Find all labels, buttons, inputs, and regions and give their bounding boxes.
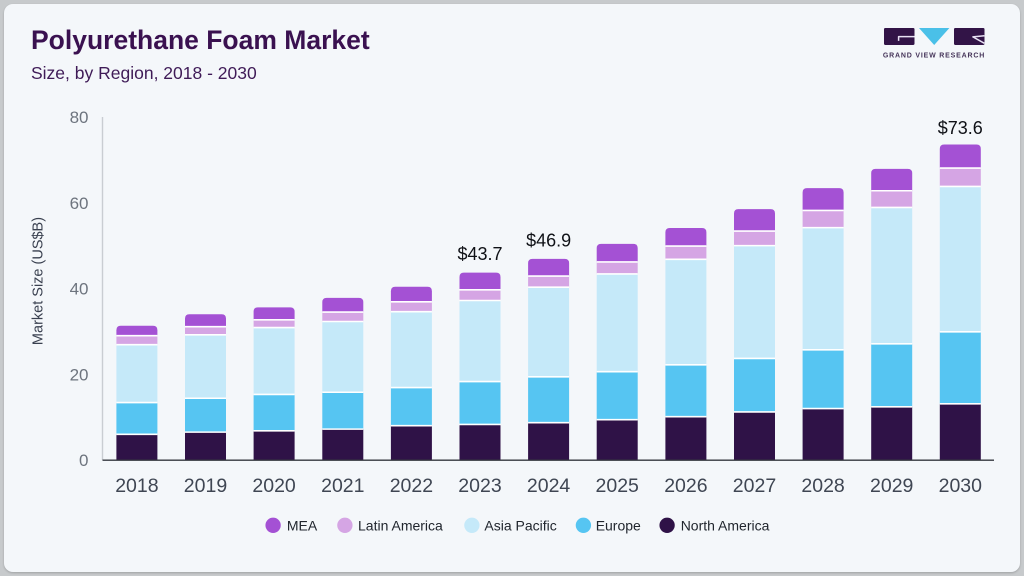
svg-text:40: 40 [70, 280, 89, 299]
svg-text:80: 80 [70, 108, 89, 127]
svg-text:60: 60 [70, 194, 89, 213]
svg-text:2019: 2019 [184, 475, 227, 497]
svg-text:North America: North America [681, 517, 770, 533]
svg-text:GRAND VIEW RESEARCH: GRAND VIEW RESEARCH [883, 53, 985, 60]
svg-text:$43.7: $43.7 [457, 244, 502, 264]
svg-text:2026: 2026 [664, 475, 707, 497]
svg-text:2024: 2024 [527, 475, 571, 497]
svg-text:2029: 2029 [870, 475, 913, 497]
svg-text:Latin America: Latin America [358, 517, 443, 533]
svg-text:2030: 2030 [939, 475, 983, 497]
svg-text:2028: 2028 [801, 475, 844, 497]
svg-text:2025: 2025 [596, 475, 640, 497]
svg-text:$46.9: $46.9 [526, 230, 571, 250]
svg-text:MEA: MEA [287, 517, 318, 533]
svg-text:2023: 2023 [458, 475, 501, 497]
svg-text:2027: 2027 [733, 475, 776, 497]
svg-text:Asia Pacific: Asia Pacific [484, 517, 556, 533]
svg-text:2018: 2018 [115, 475, 158, 497]
svg-text:Market Size (US$B): Market Size (US$B) [31, 217, 47, 345]
svg-text:2020: 2020 [252, 475, 296, 497]
svg-text:$73.6: $73.6 [938, 118, 983, 138]
svg-text:0: 0 [79, 451, 88, 470]
svg-text:20: 20 [70, 365, 89, 384]
svg-text:2022: 2022 [390, 475, 433, 497]
svg-text:Europe: Europe [596, 517, 641, 533]
svg-text:2021: 2021 [321, 475, 364, 497]
